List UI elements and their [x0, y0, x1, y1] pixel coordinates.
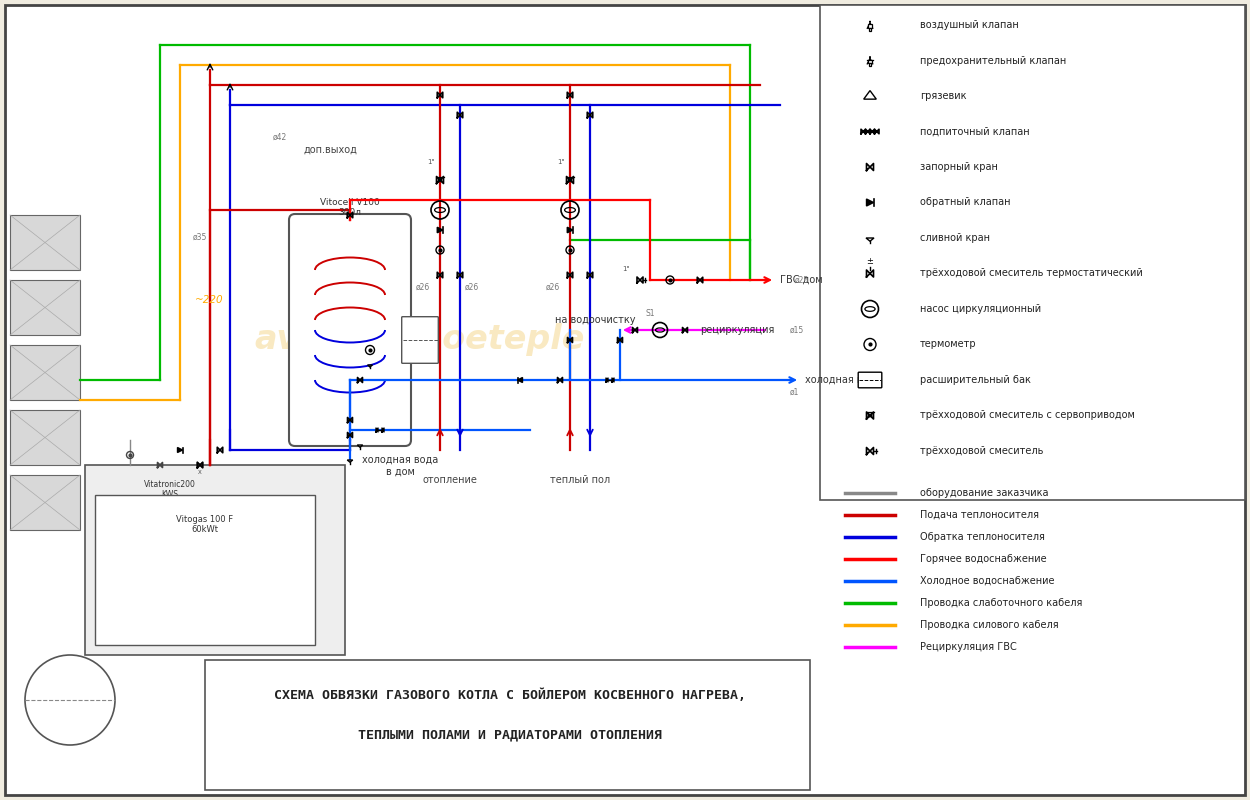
Text: ~220: ~220 — [195, 295, 224, 305]
Text: avtonomnoeteple: avtonomnoeteple — [255, 323, 585, 357]
Bar — [869, 28, 871, 30]
Text: насос циркуляционный: насос циркуляционный — [920, 304, 1041, 314]
Text: Холодное водоснабжение: Холодное водоснабжение — [920, 576, 1055, 586]
Text: термометр: термометр — [920, 339, 976, 350]
Polygon shape — [866, 199, 874, 206]
Text: ø35: ø35 — [192, 233, 208, 242]
Text: Рециркуляция ГВС: Рециркуляция ГВС — [920, 642, 1016, 652]
Polygon shape — [568, 227, 572, 233]
Text: доп.выход: доп.выход — [302, 145, 358, 155]
Bar — [820, 5, 1245, 500]
Text: ГВС дом: ГВС дом — [780, 275, 822, 285]
Text: 1": 1" — [428, 159, 435, 165]
Text: Vitocell V100
300л: Vitocell V100 300л — [320, 198, 380, 217]
FancyBboxPatch shape — [289, 214, 411, 446]
Text: холодная вода: холодная вода — [805, 375, 881, 385]
Text: X: X — [198, 470, 202, 475]
Bar — [869, 59, 871, 63]
Bar — [10, 215, 80, 270]
Text: Проводка силового кабеля: Проводка силового кабеля — [920, 620, 1059, 630]
Text: S1: S1 — [645, 309, 655, 318]
Bar — [205, 660, 810, 790]
Text: 1": 1" — [558, 159, 565, 165]
Polygon shape — [177, 447, 182, 453]
Polygon shape — [438, 227, 442, 233]
Bar — [869, 63, 871, 66]
Polygon shape — [368, 365, 372, 367]
Bar — [10, 345, 80, 400]
Text: Vitatronic200
KWS: Vitatronic200 KWS — [144, 480, 196, 499]
Text: предохранительный клапан: предохранительный клапан — [920, 55, 1066, 66]
Polygon shape — [864, 90, 876, 99]
Text: ø1: ø1 — [790, 388, 800, 397]
Text: ø25: ø25 — [795, 275, 809, 285]
Text: подпиточный клапан: подпиточный клапан — [920, 126, 1030, 137]
Text: теплый пол: теплый пол — [550, 475, 610, 485]
Bar — [10, 280, 80, 335]
Text: грязевик: грязевик — [920, 91, 966, 101]
Text: рециркуляция: рециркуляция — [700, 325, 775, 335]
Text: сливной кран: сливной кран — [920, 233, 990, 243]
Text: 1": 1" — [622, 266, 630, 272]
Text: на водоочистку: на водоочистку — [555, 315, 635, 325]
Bar — [10, 475, 80, 530]
Text: отопление: отопление — [422, 475, 478, 485]
Text: оборудование заказчика: оборудование заказчика — [920, 488, 1049, 498]
Bar — [867, 24, 872, 28]
FancyBboxPatch shape — [401, 317, 439, 363]
Text: Обратка теплоносителя: Обратка теплоносителя — [920, 532, 1045, 542]
FancyBboxPatch shape — [859, 372, 881, 388]
Bar — [95, 495, 315, 645]
Polygon shape — [866, 238, 874, 241]
Circle shape — [25, 655, 115, 745]
Text: ТЕПЛЫМИ ПОЛАМИ И РАДИАТОРАМИ ОТОПЛЕНИЯ: ТЕПЛЫМИ ПОЛАМИ И РАДИАТОРАМИ ОТОПЛЕНИЯ — [357, 729, 662, 742]
Polygon shape — [518, 378, 522, 382]
Text: ø15: ø15 — [790, 326, 804, 334]
Text: Vitogas 100 F
60kWt: Vitogas 100 F 60kWt — [176, 515, 234, 534]
Text: трёхходовой смеситель термостатический: трёхходовой смеситель термостатический — [920, 269, 1142, 278]
Text: Подача теплоносителя: Подача теплоносителя — [920, 510, 1039, 520]
Polygon shape — [357, 445, 362, 447]
Text: воздушный клапан: воздушный клапан — [920, 20, 1019, 30]
Text: обратный клапан: обратный клапан — [920, 198, 1010, 207]
Text: ø26: ø26 — [546, 283, 560, 292]
Text: ø26: ø26 — [416, 283, 430, 292]
Bar — [85, 465, 345, 655]
Text: ø42: ø42 — [272, 133, 288, 142]
Text: ø26: ø26 — [465, 283, 479, 292]
Polygon shape — [348, 460, 352, 462]
Text: СХЕМА ОБВЯЗКИ ГАЗОВОГО КОТЛА С БОЙЛЕРОМ КОСВЕННОГО НАГРЕВА,: СХЕМА ОБВЯЗКИ ГАЗОВОГО КОТЛА С БОЙЛЕРОМ … — [274, 688, 746, 702]
Text: трёхходовой смеситель: трёхходовой смеситель — [920, 446, 1044, 456]
Bar — [10, 410, 80, 465]
Text: запорный кран: запорный кран — [920, 162, 998, 172]
Text: трёхходовой смеситель с сервоприводом: трёхходовой смеситель с сервоприводом — [920, 410, 1135, 421]
Text: расширительный бак: расширительный бак — [920, 375, 1031, 385]
Text: ±: ± — [866, 258, 874, 266]
Text: Горячее водоснабжение: Горячее водоснабжение — [920, 554, 1046, 564]
Text: Проводка слаботочного кабеля: Проводка слаботочного кабеля — [920, 598, 1082, 608]
Text: холодная вода
в дом: холодная вода в дом — [362, 455, 439, 477]
